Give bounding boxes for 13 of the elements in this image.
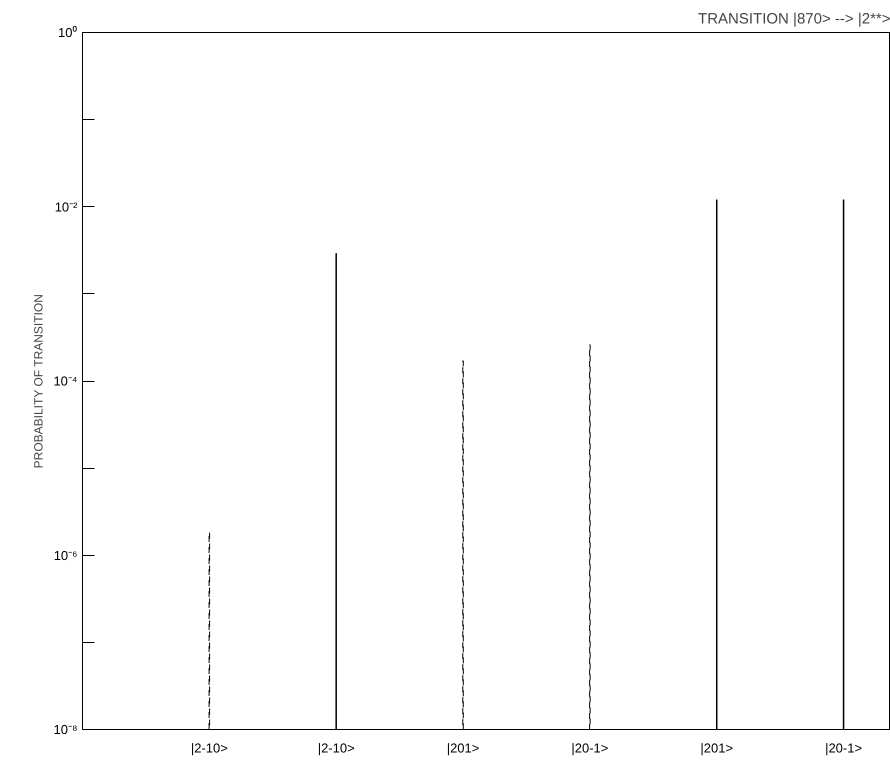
y-tick-label: 10⁻⁶ [54, 548, 78, 563]
y-tick-label: 10⁻² [54, 199, 78, 214]
x-tick-label: |20-1> [571, 740, 608, 756]
x-tick-label: |201> [700, 740, 734, 756]
x-tick-label: |201> [446, 740, 480, 756]
x-tick-label: |2-10> [318, 740, 355, 756]
y-axis-title: PROBABILITY OF TRANSITION [31, 294, 46, 468]
chart-title: TRANSITION |870> --> |2**> [698, 10, 890, 28]
x-tick-label: |2-10> [190, 740, 228, 756]
x-tick-label: |20-1> [825, 740, 862, 756]
y-tick-label: 10⁰ [58, 25, 78, 40]
y-tick-label: 10⁻⁸ [54, 722, 78, 737]
y-tick-label: 10⁻⁴ [53, 374, 78, 388]
